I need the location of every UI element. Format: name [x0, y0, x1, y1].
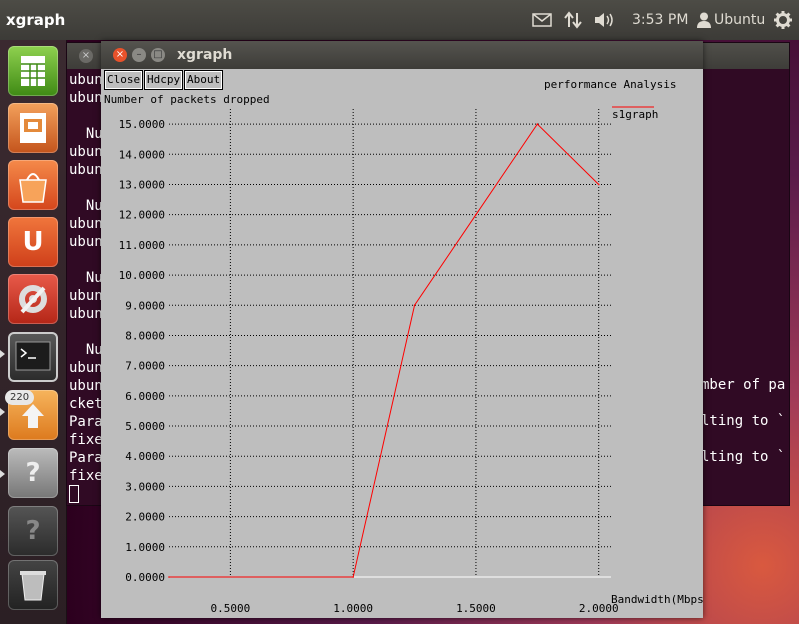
y-tick-label: 11.0000: [119, 239, 165, 252]
terminal-cursor: [69, 485, 79, 503]
data-point: [597, 183, 600, 186]
data-point: [413, 304, 416, 307]
y-tick-label: 3.0000: [125, 480, 165, 493]
xgraph-window[interactable]: × – □ xgraph Close Hdcpy About Number of…: [101, 41, 703, 618]
terminal-output-right: mber of pa lting to ` lting to `: [701, 377, 786, 465]
user-icon[interactable]: [697, 0, 711, 40]
about-button[interactable]: About: [184, 70, 224, 90]
window-title: xgraph: [177, 47, 233, 63]
trash-icon[interactable]: [8, 560, 58, 610]
graph-title: performance Analysis: [544, 78, 676, 91]
series-line: [169, 123, 600, 578]
close-icon[interactable]: ×: [79, 49, 93, 63]
user-menu[interactable]: Ubuntu: [714, 12, 766, 28]
network-icon[interactable]: [564, 0, 582, 40]
running-indicator: [0, 350, 5, 358]
mail-icon[interactable]: [532, 0, 552, 40]
data-point: [475, 213, 477, 216]
y-tick-label: 4.0000: [125, 450, 165, 463]
window-titlebar[interactable]: × – □ xgraph: [101, 41, 703, 69]
unknown-app-2-icon[interactable]: ?: [8, 506, 58, 556]
x-tick-label: 1.5000: [456, 602, 496, 615]
system-settings-icon[interactable]: [8, 274, 58, 324]
y-tick-label: 0.0000: [125, 571, 165, 584]
y-tick-label: 8.0000: [125, 329, 165, 342]
unknown-app-icon[interactable]: ?: [8, 448, 58, 498]
running-indicator: [0, 408, 5, 416]
y-tick-label: 12.0000: [119, 209, 165, 222]
running-indicator: [0, 470, 5, 478]
chart: Number of packets dropped performance An…: [104, 78, 703, 615]
close-button[interactable]: Close: [104, 70, 144, 90]
active-app-title: xgraph: [6, 11, 66, 29]
x-tick-label: 2.0000: [579, 602, 619, 615]
y-tick-label: 10.0000: [119, 269, 165, 282]
x-axis-title: Bandwidth(Mbps): [611, 593, 703, 606]
software-center-icon[interactable]: [8, 160, 58, 210]
notification-badge: 220: [5, 390, 35, 405]
y-tick-label: 14.0000: [119, 148, 165, 161]
y-tick-label: 5.0000: [125, 420, 165, 433]
data-point: [168, 576, 170, 578]
ubuntu-one-icon[interactable]: U: [8, 217, 58, 267]
y-tick-label: 15.0000: [119, 118, 165, 131]
presentation-icon[interactable]: [8, 103, 58, 153]
y-tick-label: 2.0000: [125, 511, 165, 524]
hdcpy-button[interactable]: Hdcpy: [144, 70, 184, 90]
y-tick-label: 7.0000: [125, 360, 165, 373]
y-tick-label: 13.0000: [119, 178, 165, 191]
minimize-icon[interactable]: –: [132, 48, 146, 62]
launcher: U 220 ? ?: [0, 40, 67, 624]
x-tick-label: 1.0000: [333, 602, 373, 615]
gear-icon[interactable]: [774, 0, 792, 40]
clock[interactable]: 3:53 PM: [632, 12, 689, 28]
y-tick-label: 9.0000: [125, 299, 165, 312]
y-tick-label: 1.0000: [125, 541, 165, 554]
legend-label: s1graph: [612, 108, 658, 121]
top-panel: xgraph 3:53 PM Ubuntu: [0, 0, 799, 40]
maximize-icon[interactable]: □: [151, 48, 165, 62]
y-axis-title: Number of packets dropped: [104, 93, 270, 106]
volume-icon[interactable]: [594, 0, 616, 40]
close-icon[interactable]: ×: [113, 48, 127, 62]
y-tick-label: 6.0000: [125, 390, 165, 403]
data-point: [536, 123, 539, 125]
terminal-icon[interactable]: [8, 332, 58, 382]
terminal-output: ubun ubun Num ubun ubun Num ubun ubun Nu…: [69, 72, 112, 484]
data-point: [352, 576, 354, 578]
spreadsheet-icon[interactable]: [8, 46, 58, 96]
xgraph-body: Close Hdcpy About Number of packets drop…: [101, 69, 703, 618]
x-tick-label: 0.5000: [211, 602, 251, 615]
